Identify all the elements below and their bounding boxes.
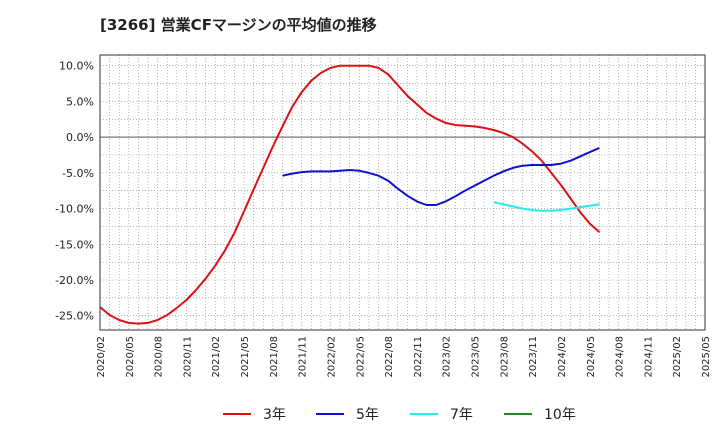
x-tick-label: 2021/11 (298, 336, 309, 378)
legend: 3年 5年 7年 10年 (223, 407, 576, 423)
y-tick-label: -5.0% (62, 167, 94, 180)
x-tick-label: 2020/05 (125, 336, 136, 378)
x-tick-label: 2020/08 (154, 336, 165, 378)
series-lines (99, 64, 601, 325)
y-tick-label: -25.0% (55, 310, 94, 323)
y-tick-label: 10.0% (59, 60, 94, 73)
x-tick-label: 2022/11 (413, 336, 424, 378)
x-tick-label: 2022/05 (355, 336, 366, 378)
y-tick-label: 5.0% (66, 95, 94, 108)
x-tick-label: 2024/08 (615, 336, 626, 378)
chart-title: [3266] 営業CFマージンの平均値の推移 (100, 16, 377, 34)
x-tick-label: 2025/02 (672, 336, 683, 378)
x-tick-label: 2021/05 (240, 336, 251, 378)
y-tick-label: 0.0% (66, 131, 94, 144)
x-tick-label: 2020/11 (182, 336, 193, 378)
series-line-7年 (493, 201, 600, 212)
legend-label-10年: 10年 (544, 407, 576, 423)
x-tick-label: 2020/02 (96, 336, 107, 378)
y-tick-label: -15.0% (55, 238, 94, 251)
legend-label-7年: 7年 (450, 407, 473, 423)
x-tick-label: 2022/02 (326, 336, 337, 378)
series-line-5年 (282, 146, 600, 206)
x-tick-label: 2023/08 (499, 336, 510, 378)
x-axis-ticks: 2020/02 2020/05 2020/08 2020/11 2021/02 2021/… (96, 336, 712, 378)
x-tick-label: 2024/05 (586, 336, 597, 378)
y-tick-label: -10.0% (55, 203, 94, 216)
plot-area-frame (99, 54, 706, 331)
x-tick-label: 2024/02 (557, 336, 568, 378)
x-tick-label: 2023/02 (442, 336, 453, 378)
series-line-3年 (99, 64, 601, 325)
x-tick-label: 2021/08 (269, 336, 280, 378)
legend-label-5年: 5年 (356, 407, 379, 423)
x-tick-label: 2021/02 (211, 336, 222, 378)
y-axis-ticks: 10.0% 5.0% 0.0% -5.0% -10.0% -15.0% -20.0% -25.… (55, 60, 94, 323)
x-tick-label: 2025/05 (701, 336, 712, 378)
x-tick-label: 2023/05 (471, 336, 482, 378)
x-tick-label: 2023/11 (528, 336, 539, 378)
legend-label-3年: 3年 (263, 407, 286, 423)
x-tick-label: 2024/11 (643, 336, 654, 378)
x-tick-label: 2022/08 (384, 336, 395, 378)
y-tick-label: -20.0% (55, 274, 94, 287)
